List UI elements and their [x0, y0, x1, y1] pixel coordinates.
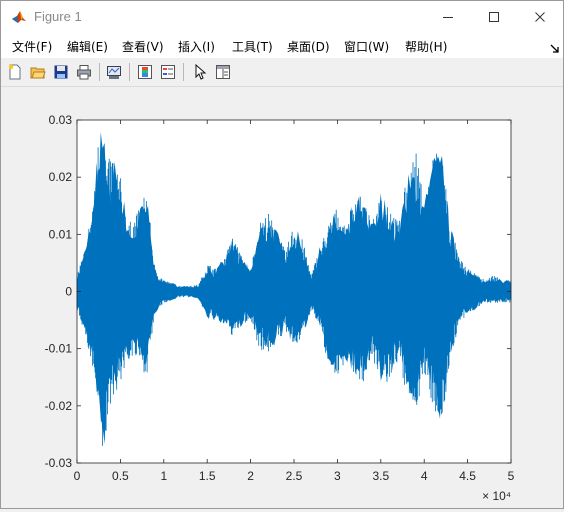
maximize-icon	[488, 8, 500, 27]
toolbar-separator	[99, 63, 100, 81]
figure-toolbar	[1, 58, 563, 87]
menu-bar: 文件(F) 编辑(E) 查看(V) 插入(I) 工具(T) 桌面(D) 窗口(W…	[1, 33, 563, 58]
window-title: Figure 1	[34, 9, 82, 24]
open-file-icon[interactable]	[28, 62, 48, 82]
x-tick-label: 3.5	[372, 469, 389, 483]
y-axis: 0.03 0.02 0.01 0 -0.01 -0.02 -0.03	[45, 113, 511, 470]
x-tick-label: 1.5	[199, 469, 216, 483]
x-tick-label: 0.5	[112, 469, 129, 483]
minimize-button[interactable]	[425, 1, 471, 33]
close-icon	[534, 8, 546, 27]
menu-desktop[interactable]: 桌面(D)	[287, 40, 330, 54]
menu-view[interactable]: 查看(V)	[122, 40, 164, 54]
menu-window[interactable]: 窗口(W)	[344, 40, 390, 54]
y-tick-label: -0.03	[45, 456, 73, 470]
insert-colorbar-icon[interactable]	[135, 62, 155, 82]
toolbar-separator	[183, 63, 184, 81]
link-plot-icon[interactable]	[104, 62, 124, 82]
x-axis-exponent-label: × 10⁴	[482, 489, 511, 503]
y-tick-label: 0.01	[49, 227, 73, 241]
waveform-plot[interactable]: 0.03 0.02 0.01 0 -0.01 -0.02 -0.03 0 0.5 1 1.5 2 2.…	[2, 87, 563, 508]
x-tick-label: 2	[247, 469, 254, 483]
matlab-logo-icon	[11, 9, 27, 25]
x-tick-label: 0	[74, 469, 81, 483]
insert-legend-icon[interactable]	[158, 62, 178, 82]
x-tick-label: 4.5	[459, 469, 476, 483]
edit-plot-arrow-icon[interactable]	[190, 62, 210, 82]
menu-edit[interactable]: 编辑(E)	[67, 40, 108, 54]
y-tick-label: -0.02	[45, 399, 73, 413]
title-bar[interactable]: Figure 1	[1, 1, 563, 33]
new-figure-icon[interactable]	[5, 62, 25, 82]
x-tick-label: 2.5	[286, 469, 303, 483]
save-icon[interactable]	[51, 62, 71, 82]
y-tick-label: -0.01	[45, 342, 73, 356]
menu-insert[interactable]: 插入(I)	[178, 40, 215, 54]
print-icon[interactable]	[74, 62, 94, 82]
figure-canvas: 0.03 0.02 0.01 0 -0.01 -0.02 -0.03 0 0.5 1 1.5 2 2.…	[2, 87, 563, 508]
x-axis: 0 0.5 1 1.5 2 2.5 3 3.5 4 4.5 5	[74, 120, 515, 483]
property-inspector-icon[interactable]	[213, 62, 233, 82]
menu-tools[interactable]: 工具(T)	[232, 40, 273, 54]
y-tick-label: 0.03	[49, 113, 73, 127]
dock-figure-icon[interactable]	[550, 39, 560, 58]
menu-help[interactable]: 帮助(H)	[405, 40, 448, 54]
y-tick-label: 0	[65, 285, 72, 299]
x-tick-label: 3	[334, 469, 341, 483]
toolbar-separator	[129, 63, 130, 81]
menu-file[interactable]: 文件(F)	[12, 40, 53, 54]
y-tick-label: 0.02	[49, 170, 73, 184]
x-tick-label: 5	[508, 469, 515, 483]
maximize-button[interactable]	[471, 1, 517, 33]
x-tick-label: 4	[421, 469, 428, 483]
close-button[interactable]	[517, 1, 563, 33]
x-tick-label: 1	[160, 469, 167, 483]
minimize-icon	[442, 8, 454, 27]
